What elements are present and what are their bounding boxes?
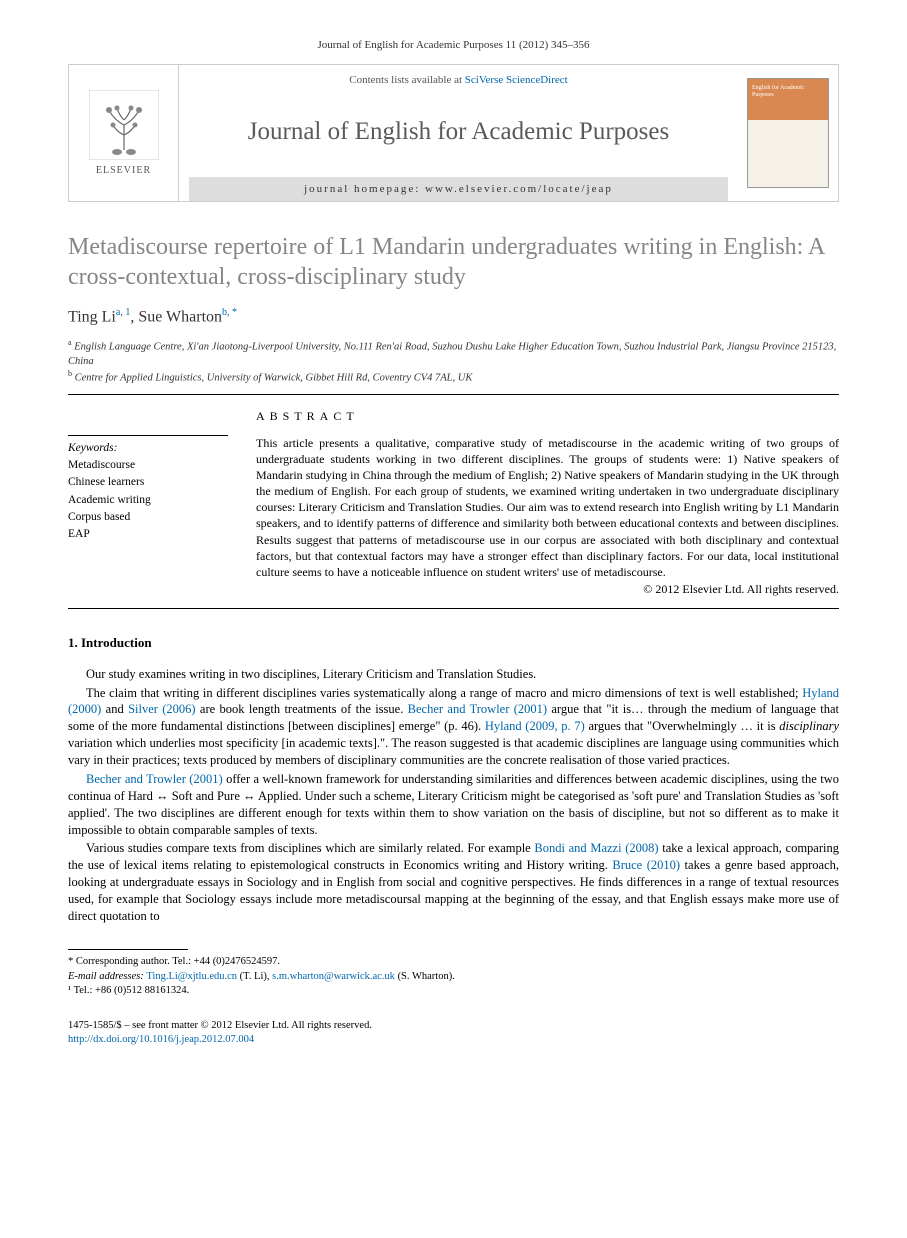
issn-copyright-line: 1475-1585/$ – see front matter © 2012 El… <box>68 1019 839 1033</box>
p4-text-a: Various studies compare texts from disci… <box>86 841 534 855</box>
corresponding-author-note: * Corresponding author. Tel.: +44 (0)247… <box>68 955 839 970</box>
email-link-2[interactable]: s.m.wharton@warwick.ac.uk <box>272 971 395 982</box>
homepage-url[interactable]: www.elsevier.com/locate/jeap <box>425 183 613 195</box>
intro-para-4: Various studies compare texts from disci… <box>68 840 839 924</box>
keyword-item: Metadiscourse <box>68 457 228 474</box>
keywords-rule <box>68 435 228 436</box>
journal-header-box: ELSEVIER Contents lists available at Sci… <box>68 64 839 202</box>
abstract-text: This article presents a qualitative, com… <box>256 435 839 581</box>
tel-note-1: ¹ Tel.: +86 (0)512 88161324. <box>68 984 839 999</box>
elsevier-tree-icon <box>89 90 159 160</box>
article-title: Metadiscourse repertoire of L1 Mandarin … <box>68 232 839 292</box>
affiliation-b: b Centre for Applied Linguistics, Univer… <box>68 369 839 386</box>
doi-link[interactable]: http://dx.doi.org/10.1016/j.jeap.2012.07… <box>68 1034 254 1045</box>
email-1-who: (T. Li), <box>237 971 272 982</box>
keywords-column: Keywords: Metadiscourse Chinese learners… <box>68 409 228 598</box>
affil-b-text: Centre for Applied Linguistics, Universi… <box>75 373 473 384</box>
elsevier-logo: ELSEVIER <box>69 65 179 201</box>
header-center: Contents lists available at SciVerse Sci… <box>179 65 738 201</box>
author-2-affil-marker: b, * <box>222 307 237 318</box>
author-2: Sue Wharton <box>138 309 222 326</box>
elsevier-label: ELSEVIER <box>96 164 151 177</box>
author-1-affil-marker: a, 1 <box>116 307 130 318</box>
abstract-heading: ABSTRACT <box>256 409 839 425</box>
divider-rule <box>68 394 839 395</box>
section-1-heading: 1. Introduction <box>68 635 839 652</box>
authors-line: Ting Lia, 1, Sue Whartonb, * <box>68 306 839 328</box>
keyword-item: Corpus based <box>68 509 228 526</box>
footer-block: 1475-1585/$ – see front matter © 2012 El… <box>68 1019 839 1047</box>
affil-b-sup: b <box>68 369 72 378</box>
p2-text-e: argues that "Overwhelmingly … it is <box>585 719 780 733</box>
keywords-heading: Keywords: <box>68 440 228 457</box>
citation-hyland-2009[interactable]: Hyland (2009, p. 7) <box>485 719 585 733</box>
abstract-column: ABSTRACT This article presents a qualita… <box>256 409 839 598</box>
abstract-bottom-rule <box>68 608 839 609</box>
footnotes: * Corresponding author. Tel.: +44 (0)247… <box>68 955 839 999</box>
p2-text-a: The claim that writing in different disc… <box>86 686 802 700</box>
sciencedirect-link[interactable]: SciVerse ScienceDirect <box>465 74 568 86</box>
citation-bondi-mazzi-2008[interactable]: Bondi and Mazzi (2008) <box>534 841 658 855</box>
p2-emphasis: disciplinary <box>779 719 839 733</box>
affiliations: a English Language Centre, Xi'an Jiaoton… <box>68 338 839 386</box>
citation-silver-2006[interactable]: Silver (2006) <box>128 702 196 716</box>
email-label: E-mail addresses: <box>68 971 146 982</box>
footnote-rule <box>68 949 188 950</box>
keyword-item: Academic writing <box>68 492 228 509</box>
homepage-bar: journal homepage: www.elsevier.com/locat… <box>189 177 728 201</box>
p2-text-c: are book length treatments of the issue. <box>196 702 408 716</box>
cover-title-text: English for Academic Purposes <box>752 85 824 98</box>
email-2-who: (S. Wharton). <box>395 971 455 982</box>
affiliation-a: a English Language Centre, Xi'an Jiaoton… <box>68 338 839 369</box>
email-addresses-line: E-mail addresses: Ting.Li@xjtlu.edu.cn (… <box>68 970 839 985</box>
affil-a-sup: a <box>68 338 72 347</box>
journal-cover-thumbnail: English for Academic Purposes <box>738 65 838 201</box>
abstract-row: Keywords: Metadiscourse Chinese learners… <box>68 409 839 598</box>
citation-bruce-2010[interactable]: Bruce (2010) <box>612 858 680 872</box>
intro-para-3: Becher and Trowler (2001) offer a well-k… <box>68 771 839 839</box>
cover-image: English for Academic Purposes <box>747 78 829 188</box>
contents-available-text: Contents lists available at SciVerse Sci… <box>189 73 728 87</box>
homepage-label: journal homepage: <box>304 183 425 195</box>
citation-becher-trowler-2001-b[interactable]: Becher and Trowler (2001) <box>86 772 223 786</box>
affil-a-text: English Language Centre, Xi'an Jiaotong-… <box>68 342 836 367</box>
journal-reference: Journal of English for Academic Purposes… <box>68 38 839 52</box>
journal-name: Journal of English for Academic Purposes <box>189 116 728 149</box>
intro-para-2: The claim that writing in different disc… <box>68 685 839 769</box>
email-link-1[interactable]: Ting.Li@xjtlu.edu.cn <box>146 971 237 982</box>
keyword-item: EAP <box>68 526 228 543</box>
contents-prefix: Contents lists available at <box>349 74 464 86</box>
author-1: Ting Li <box>68 309 116 326</box>
p2-text-f: variation which underlies most specifici… <box>68 736 839 767</box>
p2-text-b: and <box>101 702 128 716</box>
intro-para-1: Our study examines writing in two discip… <box>68 666 839 683</box>
citation-becher-trowler-2001[interactable]: Becher and Trowler (2001) <box>408 702 547 716</box>
abstract-copyright: © 2012 Elsevier Ltd. All rights reserved… <box>256 582 839 598</box>
keyword-item: Chinese learners <box>68 474 228 491</box>
